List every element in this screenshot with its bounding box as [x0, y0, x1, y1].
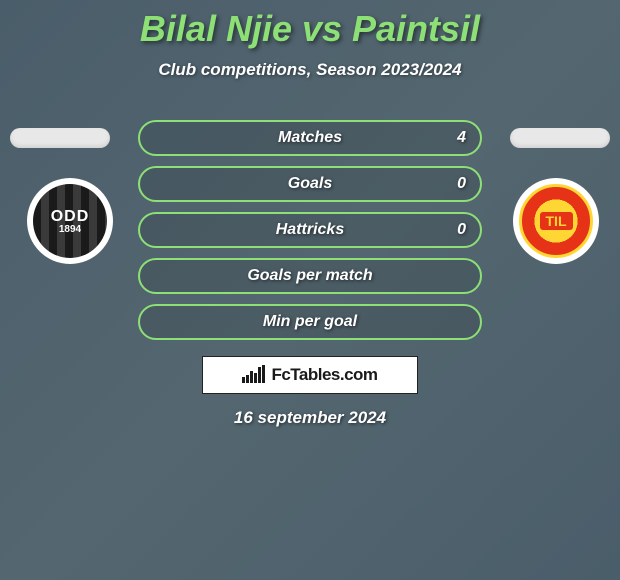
odd-badge-icon: ODD 1894 — [33, 184, 107, 258]
stat-label: Goals — [288, 175, 332, 193]
til-badge-icon: TIL — [519, 184, 593, 258]
season-subtitle: Club competitions, Season 2023/2024 — [0, 60, 620, 80]
stat-value-right: 4 — [457, 129, 466, 147]
date-text: 16 september 2024 — [0, 408, 620, 428]
stat-label: Hattricks — [276, 221, 344, 239]
stat-row-min-per-goal: Min per goal — [138, 304, 482, 340]
stat-value-right: 0 — [457, 221, 466, 239]
stat-label: Goals per match — [247, 267, 372, 285]
bar-chart-icon — [242, 367, 265, 383]
brand-text: FcTables.com — [271, 365, 377, 385]
stat-row-goals-per-match: Goals per match — [138, 258, 482, 294]
team-right-badge: TIL — [513, 178, 599, 264]
right-team-name: TIL — [540, 212, 573, 230]
team-left-badge: ODD 1894 — [27, 178, 113, 264]
left-team-year: 1894 — [59, 224, 81, 235]
stat-row-hattricks: Hattricks 0 — [138, 212, 482, 248]
brand-box[interactable]: FcTables.com — [202, 356, 418, 394]
vs-title: Bilal Njie vs Paintsil — [0, 0, 620, 50]
stat-row-goals: Goals 0 — [138, 166, 482, 202]
player-left-avatar-placeholder — [10, 128, 110, 148]
stat-label: Matches — [278, 129, 342, 147]
player-right-avatar-placeholder — [510, 128, 610, 148]
stat-value-right: 0 — [457, 175, 466, 193]
stat-row-matches: Matches 4 — [138, 120, 482, 156]
stats-container: Matches 4 Goals 0 Hattricks 0 Goals per … — [138, 120, 482, 350]
stat-label: Min per goal — [263, 313, 357, 331]
